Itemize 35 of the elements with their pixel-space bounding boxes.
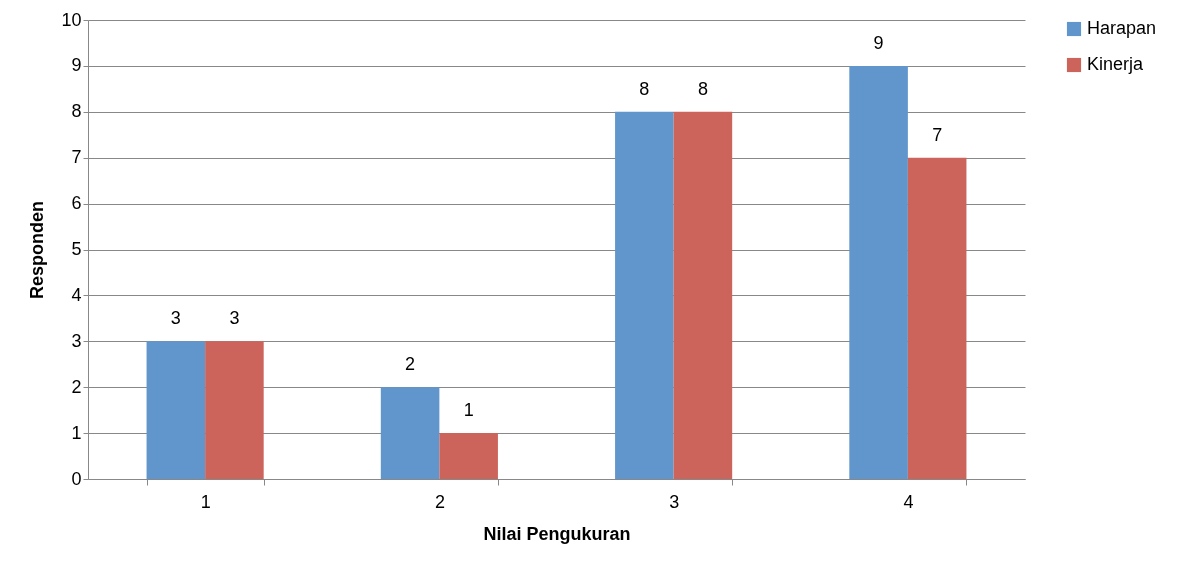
bar xyxy=(205,341,264,479)
y-tick-label: 6 xyxy=(71,193,82,214)
x-axis-title: Nilai Pengukuran xyxy=(483,523,631,544)
x-tick-label: 3 xyxy=(669,491,680,512)
bar xyxy=(380,387,440,479)
y-tick-label: 3 xyxy=(71,330,82,351)
y-tick-label: 8 xyxy=(71,101,82,122)
y-tick-label: 9 xyxy=(71,55,82,76)
y-tick-label: 2 xyxy=(71,376,82,397)
y-tick-label: 10 xyxy=(61,9,82,30)
y-tick-label: 7 xyxy=(71,147,82,168)
legend-label: Kinerja xyxy=(1087,54,1145,74)
data-label: 8 xyxy=(697,78,708,99)
bar xyxy=(673,111,733,479)
data-label: 1 xyxy=(463,400,474,421)
data-label: 8 xyxy=(639,78,650,99)
bar xyxy=(907,157,967,479)
y-tick-label: 1 xyxy=(71,422,82,443)
bar xyxy=(439,433,498,479)
x-tick-label: 1 xyxy=(200,491,211,512)
data-label: 2 xyxy=(405,354,416,375)
x-tick-label: 2 xyxy=(434,491,445,512)
data-label: 3 xyxy=(170,308,181,329)
data-label: 9 xyxy=(873,32,884,53)
data-label: 3 xyxy=(229,308,240,329)
y-tick-label: 5 xyxy=(71,239,82,259)
x-tick-label: 4 xyxy=(903,491,914,512)
bar xyxy=(849,65,908,479)
legend-label: Harapan xyxy=(1087,18,1157,38)
y-axis-title: Responden xyxy=(27,200,48,300)
y-tick-label: 0 xyxy=(71,468,82,489)
y-tick-label: 4 xyxy=(71,284,82,305)
bar xyxy=(146,341,206,479)
bar xyxy=(615,111,674,479)
data-label: 7 xyxy=(932,124,943,145)
